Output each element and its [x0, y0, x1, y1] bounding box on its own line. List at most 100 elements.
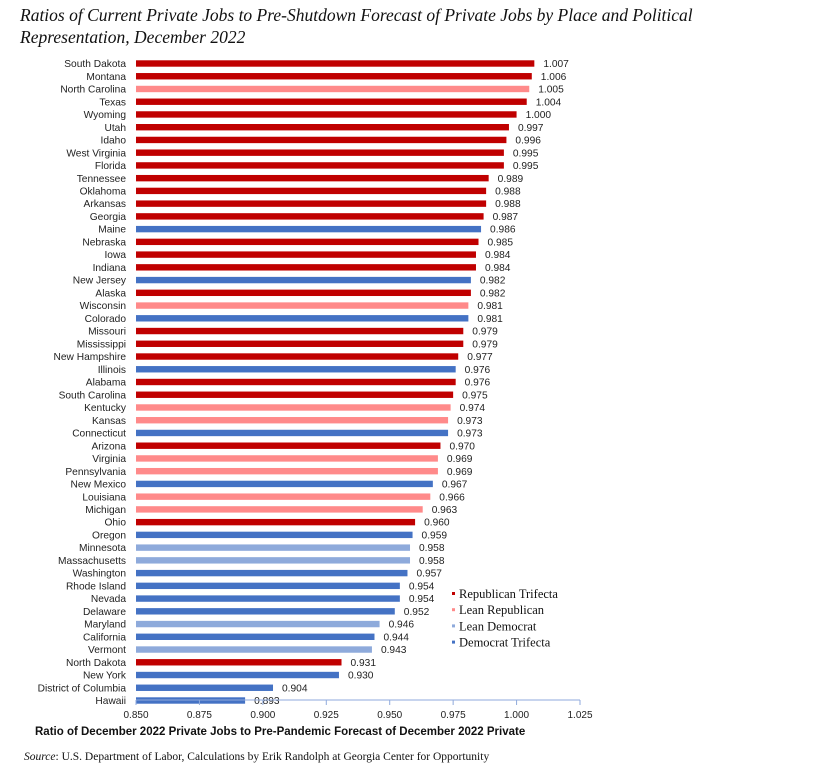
- value-labels: 1.0071.0061.0051.0041.0000.9970.9960.995…: [254, 59, 569, 707]
- category-label-maryland: Maryland: [84, 620, 126, 631]
- bar-nevada: [136, 595, 400, 602]
- value-label-wisconsin: 0.981: [477, 301, 503, 312]
- bar-georgia: [136, 213, 484, 220]
- category-label-new-york: New York: [83, 671, 127, 682]
- x-tick-label: 1.000: [504, 710, 529, 721]
- x-tick-label: 1.025: [567, 710, 592, 721]
- category-label-kansas: Kansas: [92, 416, 126, 427]
- bar-california: [136, 633, 375, 640]
- bar-kentucky: [136, 404, 451, 411]
- value-label-oklahoma: 0.988: [495, 187, 521, 198]
- value-label-new-york: 0.930: [348, 671, 374, 682]
- legend-swatch-democrat-trifecta: [452, 640, 455, 644]
- x-axis-title: Ratio of December 2022 Private Jobs to P…: [35, 726, 525, 738]
- value-label-idaho: 0.996: [515, 136, 541, 147]
- value-label-vermont: 0.943: [381, 645, 407, 656]
- value-label-montana: 1.006: [541, 72, 567, 83]
- value-label-virginia: 0.969: [447, 454, 473, 465]
- value-label-arkansas: 0.988: [495, 199, 521, 210]
- category-label-california: California: [83, 632, 126, 643]
- value-label-district-of-columbia: 0.904: [282, 683, 308, 694]
- bar-wyoming: [136, 111, 517, 118]
- category-label-pennsylvania: Pennsylvania: [65, 467, 126, 478]
- category-label-district-of-columbia: District of Columbia: [38, 683, 127, 694]
- value-label-oregon: 0.959: [422, 530, 448, 541]
- category-label-kentucky: Kentucky: [84, 403, 127, 414]
- category-label-nebraska: Nebraska: [82, 237, 126, 248]
- category-label-montana: Montana: [86, 72, 126, 83]
- category-label-connecticut: Connecticut: [72, 429, 126, 440]
- bar-new-jersey: [136, 276, 471, 284]
- bar-arizona: [136, 442, 441, 449]
- bar-south-carolina: [136, 391, 454, 398]
- category-label-oklahoma: Oklahoma: [80, 187, 127, 198]
- bar-oregon: [136, 531, 413, 539]
- value-label-south-dakota: 1.007: [543, 59, 569, 70]
- category-label-florida: Florida: [95, 161, 126, 172]
- bar-mississippi: [136, 340, 464, 347]
- bar-district-of-columbia: [136, 684, 274, 691]
- value-label-florida: 0.995: [513, 161, 539, 172]
- value-label-missouri: 0.979: [472, 327, 498, 338]
- bar-utah: [136, 124, 509, 131]
- bar-west-virginia: [136, 149, 504, 156]
- category-label-illinois: Illinois: [98, 365, 126, 376]
- category-label-michigan: Michigan: [85, 505, 126, 516]
- value-label-iowa: 0.984: [485, 250, 511, 261]
- bar-massachusetts: [136, 557, 411, 564]
- legend-label-lean-democrat: Lean Democrat: [459, 619, 537, 633]
- value-label-pennsylvania: 0.969: [447, 467, 473, 478]
- value-label-delaware: 0.952: [404, 607, 430, 618]
- value-label-ohio: 0.960: [424, 518, 450, 529]
- category-label-new-mexico: New Mexico: [71, 480, 127, 491]
- value-label-utah: 0.997: [518, 123, 544, 134]
- category-label-arkansas: Arkansas: [84, 199, 126, 210]
- bar-south-dakota: [136, 60, 535, 67]
- chart-title: Ratios of Current Private Jobs to Pre-Sh…: [20, 5, 693, 47]
- value-label-nevada: 0.954: [409, 594, 435, 605]
- category-label-minnesota: Minnesota: [79, 543, 126, 554]
- category-label-washington: Washington: [73, 569, 126, 580]
- value-label-new-mexico: 0.967: [442, 480, 468, 491]
- value-label-connecticut: 0.973: [457, 429, 483, 440]
- bar-maryland: [136, 620, 380, 628]
- bar-new-hampshire: [136, 353, 459, 360]
- category-label-virginia: Virginia: [92, 454, 126, 465]
- value-label-tennessee: 0.989: [498, 174, 524, 185]
- bar-tennessee: [136, 174, 489, 182]
- legend-label-democrat-trifecta: Democrat Trifecta: [459, 636, 551, 650]
- value-label-hawaii: 0.893: [254, 696, 280, 707]
- value-label-texas: 1.004: [536, 97, 562, 108]
- bar-florida: [136, 162, 504, 169]
- x-tick-label: 0.950: [377, 710, 402, 721]
- bar-washington: [136, 569, 408, 577]
- category-label-north-dakota: North Dakota: [66, 658, 126, 669]
- category-label-idaho: Idaho: [101, 136, 127, 147]
- x-tick-label: 0.925: [314, 710, 339, 721]
- value-label-georgia: 0.987: [493, 212, 519, 223]
- value-label-north-dakota: 0.931: [351, 658, 377, 669]
- bar-colorado: [136, 315, 469, 322]
- legend-swatch-lean-republican: [452, 608, 455, 612]
- bar-connecticut: [136, 429, 449, 437]
- x-tick-label: 0.875: [187, 710, 212, 721]
- category-label-south-dakota: South Dakota: [64, 59, 126, 70]
- category-label-hawaii: Hawaii: [95, 696, 126, 707]
- bars-layer: [136, 60, 535, 704]
- bar-indiana: [136, 264, 476, 271]
- bar-alabama: [136, 378, 456, 386]
- bar-kansas: [136, 417, 449, 424]
- value-label-indiana: 0.984: [485, 263, 511, 274]
- category-label-alaska: Alaska: [95, 288, 126, 299]
- legend-swatch-republican-trifecta: [452, 592, 455, 595]
- category-label-texas: Texas: [99, 97, 126, 108]
- value-label-massachusetts: 0.958: [419, 556, 445, 567]
- bar-wisconsin: [136, 302, 469, 309]
- category-label-vermont: Vermont: [88, 645, 126, 656]
- category-label-colorado: Colorado: [85, 314, 127, 325]
- legend-label-republican-trifecta: Republican Trifecta: [459, 587, 558, 601]
- category-label-massachusetts: Massachusetts: [58, 556, 126, 567]
- value-label-rhode-island: 0.954: [409, 581, 435, 592]
- bar-ohio: [136, 518, 416, 526]
